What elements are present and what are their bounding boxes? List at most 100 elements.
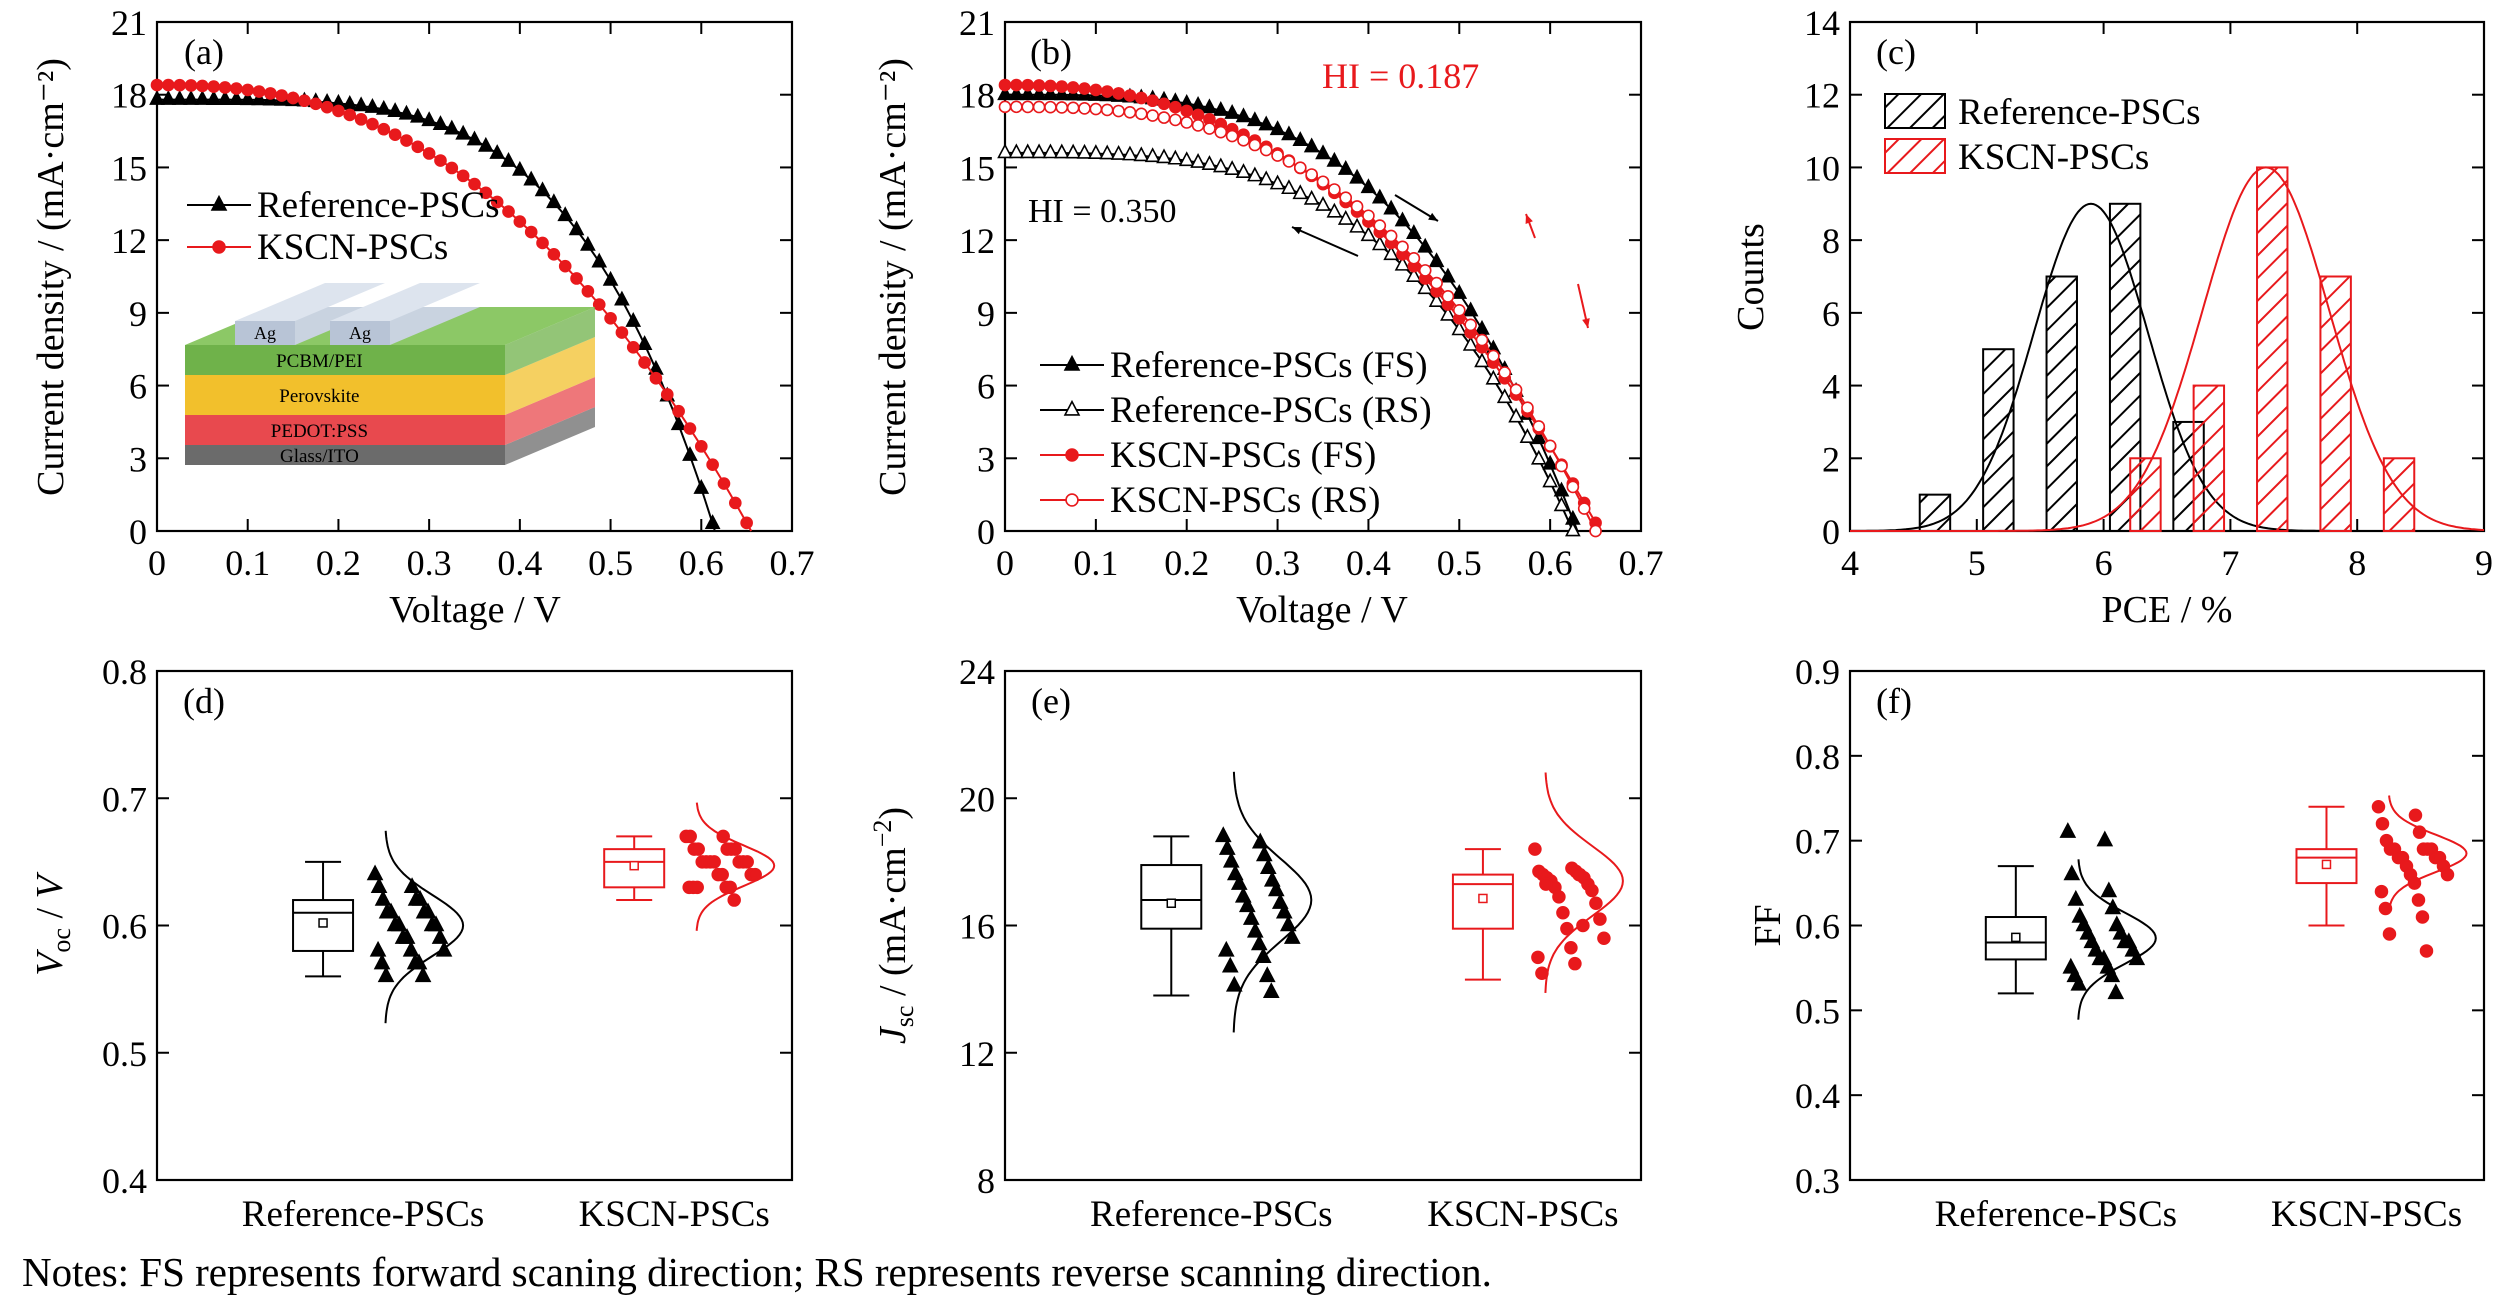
data-point — [1383, 199, 1399, 215]
data-point — [1560, 921, 1574, 936]
data-point — [1191, 119, 1205, 132]
x-tick-label: 0.6 — [679, 543, 724, 583]
histogram-bar — [2045, 275, 2078, 532]
x-tick-label: 7 — [2221, 543, 2239, 583]
data-point — [1555, 459, 1568, 473]
legend-label: KSCN-PSCs — [1958, 137, 2149, 178]
data-point — [332, 104, 345, 118]
data-point — [523, 170, 540, 186]
data-point — [1577, 502, 1591, 515]
y-tick-label: 18 — [959, 76, 995, 116]
data-point — [341, 95, 358, 110]
data-point — [1519, 428, 1536, 444]
data-point — [1373, 219, 1387, 232]
data-point — [672, 404, 685, 418]
data-point — [1010, 78, 1023, 92]
hi-reference-annotation: HI = 0.350 — [1028, 193, 1177, 230]
data-point — [212, 240, 226, 254]
data-point — [1305, 168, 1318, 181]
plot-frame — [1848, 669, 2486, 1182]
device-layer — [185, 415, 505, 445]
y-tick-label: 0.6 — [1795, 907, 1840, 947]
data-point — [275, 89, 289, 102]
data-point — [1258, 966, 1276, 983]
data-point — [1328, 183, 1341, 196]
panel-label: (f) — [1876, 681, 1912, 721]
data-point — [1247, 166, 1263, 182]
data-point — [715, 867, 729, 882]
data-point — [1089, 102, 1103, 116]
panel-label: (b) — [1030, 32, 1072, 72]
data-point — [1275, 902, 1293, 919]
mean-marker — [2321, 859, 2332, 870]
data-point — [1531, 950, 1545, 965]
x-tick-label: 0.6 — [1528, 543, 1573, 583]
data-point — [2096, 830, 2114, 847]
data-point — [1247, 111, 1263, 127]
layer-label: Perovskite — [279, 386, 359, 407]
y-tick-label: 0.6 — [102, 907, 147, 947]
data-point — [1190, 153, 1206, 168]
y-tick-label: 8 — [977, 1161, 995, 1201]
data-point — [1032, 79, 1046, 92]
y-tick-label: 0.9 — [1795, 652, 1840, 692]
panel-label: (e) — [1031, 681, 1071, 721]
data-point — [740, 855, 754, 869]
data-point — [728, 842, 742, 856]
data-point — [422, 147, 436, 160]
data-point — [1123, 105, 1137, 119]
data-point — [998, 100, 1012, 114]
data-point — [171, 90, 188, 105]
y-axis-label: Current density / (mA·cm⁻²) — [872, 58, 914, 496]
scan-arrowhead — [1292, 227, 1302, 235]
data-point — [1474, 352, 1490, 368]
x-tick-label: 0 — [148, 543, 166, 583]
data-point — [1508, 407, 1524, 423]
x-axis-label: PCE / % — [2102, 589, 2233, 631]
mean-marker — [629, 860, 639, 871]
data-point — [1406, 224, 1422, 240]
category-label: KSCN-PSCs — [2271, 1194, 2462, 1235]
x-tick-label: 0.2 — [1164, 543, 1209, 583]
data-point — [369, 940, 387, 957]
data-point — [1224, 160, 1240, 176]
data-point — [1259, 143, 1273, 157]
y-tick-label: 0 — [129, 512, 147, 552]
data-point — [2103, 966, 2121, 983]
data-point — [694, 440, 708, 453]
data-point — [1008, 143, 1025, 159]
y-tick-label: 16 — [959, 907, 995, 947]
distribution-curve — [1544, 772, 1624, 993]
data-point — [2107, 983, 2125, 1000]
data-point — [1169, 113, 1182, 127]
x-tick-label: 0.7 — [1619, 543, 1664, 583]
data-point — [2440, 867, 2455, 882]
data-point — [1235, 107, 1252, 123]
data-point — [670, 415, 687, 431]
data-point — [1418, 264, 1432, 277]
x-tick-label: 0.4 — [1346, 543, 1391, 583]
data-point — [1134, 107, 1148, 121]
distribution-curve — [695, 802, 776, 931]
data-point — [1452, 303, 1466, 317]
distribution-curve — [384, 830, 465, 1024]
data-point — [1281, 179, 1297, 195]
data-point — [1201, 98, 1218, 114]
data-point — [1283, 928, 1301, 944]
data-point — [196, 79, 209, 93]
data-point — [1394, 211, 1411, 227]
data-point — [432, 115, 449, 131]
data-point — [1564, 941, 1578, 955]
y-tick-label: 2 — [1822, 439, 1840, 479]
data-point — [1242, 909, 1260, 925]
data-point — [1271, 149, 1284, 162]
data-point — [1350, 200, 1364, 213]
histogram-bar — [2256, 166, 2289, 533]
data-point — [1451, 320, 1468, 336]
data-point — [1406, 267, 1422, 282]
data-point — [1565, 521, 1581, 537]
data-point — [1269, 120, 1286, 136]
data-point — [592, 298, 606, 311]
data-point — [479, 186, 493, 200]
data-point — [557, 206, 574, 222]
